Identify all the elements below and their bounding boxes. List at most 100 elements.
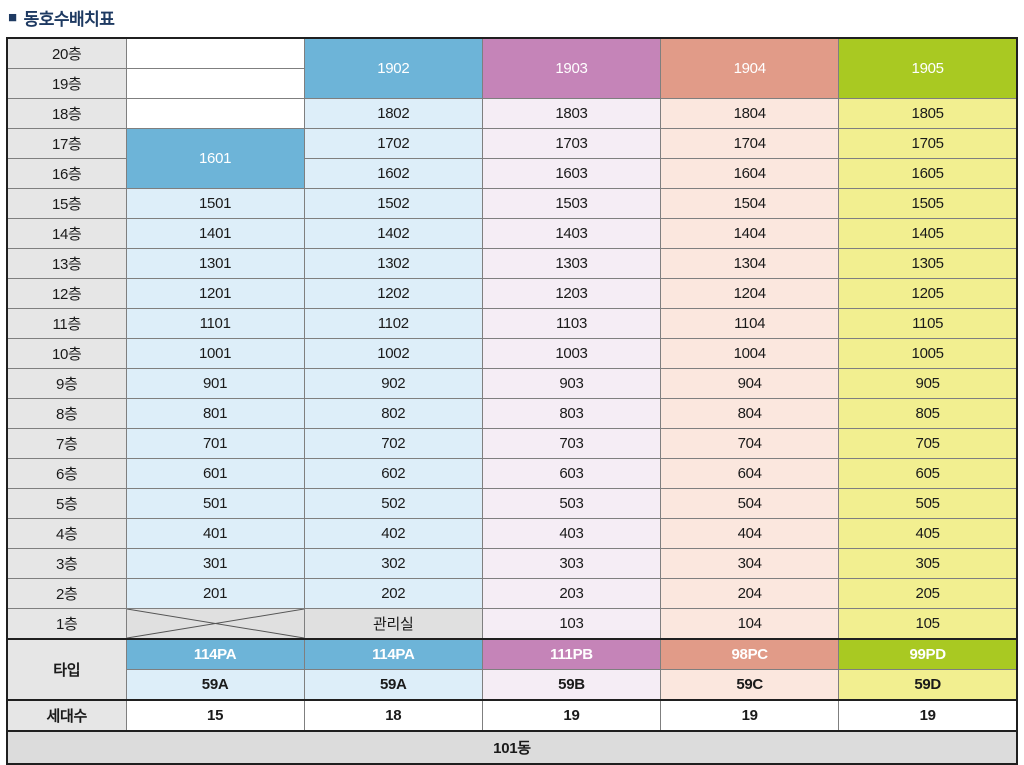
unit-cell: 505 [838,488,1018,519]
unit-cell: 1102 [303,308,483,339]
unit-cell: 1601 [125,128,305,189]
unit-cell: 804 [660,398,840,429]
unit-cell: 703 [481,428,662,459]
unit-cell: 1004 [660,338,840,369]
unit-cell: 205 [838,578,1018,609]
floor-label: 16층 [6,158,127,189]
unit-cell: 1904 [660,37,840,99]
unit-cell: 1302 [303,248,483,279]
unit-cell: 1803 [481,98,662,129]
unit-cell: 502 [303,488,483,519]
unit-cell: 405 [838,518,1018,549]
unit-cell: 203 [481,578,662,609]
unit-cell: 202 [303,578,483,609]
unit-cell: 1705 [838,128,1018,159]
unit-cell: 803 [481,398,662,429]
unit-cell: 1205 [838,278,1018,309]
crossed-cell [125,608,305,640]
unit-cell: 603 [481,458,662,489]
unit-cell: 1501 [125,188,305,219]
unit-cell: 1204 [660,278,840,309]
unit-cell: 1301 [125,248,305,279]
unit-cell: 1903 [481,37,662,99]
floor-label: 17층 [6,128,127,159]
unit-cell: 103 [481,608,662,640]
floor-label: 2층 [6,578,127,609]
unit-cell: 904 [660,368,840,399]
unit-cell: 1502 [303,188,483,219]
building-label: 101동 [6,730,1018,765]
empty-cell [125,68,305,99]
type-cell: 59A [125,669,305,701]
floor-label: 20층 [6,37,127,69]
floor-label: 8층 [6,398,127,429]
unit-cell: 1804 [660,98,840,129]
type-cell: 114PA [303,638,483,670]
office-cell: 관리실 [303,608,483,640]
unit-cell: 1105 [838,308,1018,339]
count-cell: 18 [303,699,483,732]
empty-cell [125,37,305,69]
unit-cell: 201 [125,578,305,609]
unit-cell: 1101 [125,308,305,339]
type-cell: 59A [303,669,483,701]
unit-cell: 1905 [838,37,1018,99]
floor-label: 13층 [6,248,127,279]
type-row-label: 타입 [6,638,127,701]
unit-cell: 303 [481,548,662,579]
unit-cell: 1303 [481,248,662,279]
unit-cell: 301 [125,548,305,579]
unit-cell: 401 [125,518,305,549]
unit-cell: 901 [125,368,305,399]
unit-layout-table: 20층 1902 1903 1904 1905 19층 18층 1802 1803 1804 180… [6,37,1018,765]
floor-label: 6층 [6,458,127,489]
unit-cell: 1001 [125,338,305,369]
floor-label: 1층 [6,608,127,640]
unit-cell: 1603 [481,158,662,189]
unit-cell: 1002 [303,338,483,369]
unit-cell: 404 [660,518,840,549]
unit-cell: 1304 [660,248,840,279]
unit-cell: 402 [303,518,483,549]
unit-cell: 701 [125,428,305,459]
floor-label: 9층 [6,368,127,399]
unit-cell: 1305 [838,248,1018,279]
unit-cell: 704 [660,428,840,459]
unit-cell: 705 [838,428,1018,459]
unit-cell: 204 [660,578,840,609]
unit-cell: 903 [481,368,662,399]
unit-cell: 1201 [125,278,305,309]
unit-cell: 902 [303,368,483,399]
type-cell: 59D [838,669,1018,701]
floor-label: 11층 [6,308,127,339]
cross-icon [127,609,304,638]
floor-label: 12층 [6,278,127,309]
unit-cell: 1202 [303,278,483,309]
unit-cell: 504 [660,488,840,519]
floor-label: 19층 [6,68,127,99]
unit-cell: 1505 [838,188,1018,219]
unit-cell: 1703 [481,128,662,159]
floor-label: 5층 [6,488,127,519]
unit-cell: 1604 [660,158,840,189]
unit-cell: 1103 [481,308,662,339]
unit-cell: 1503 [481,188,662,219]
unit-cell: 302 [303,548,483,579]
unit-cell: 1605 [838,158,1018,189]
unit-cell: 1404 [660,218,840,249]
unit-cell: 1704 [660,128,840,159]
unit-cell: 604 [660,458,840,489]
type-cell: 59C [660,669,840,701]
unit-cell: 1203 [481,278,662,309]
count-cell: 15 [125,699,305,732]
floor-label: 14층 [6,218,127,249]
floor-label: 3층 [6,548,127,579]
type-cell: 98PC [660,638,840,670]
unit-cell: 403 [481,518,662,549]
unit-cell: 801 [125,398,305,429]
unit-cell: 1802 [303,98,483,129]
type-cell: 111PB [481,638,662,670]
floor-label: 4층 [6,518,127,549]
unit-cell: 1401 [125,218,305,249]
floor-label: 18층 [6,98,127,129]
